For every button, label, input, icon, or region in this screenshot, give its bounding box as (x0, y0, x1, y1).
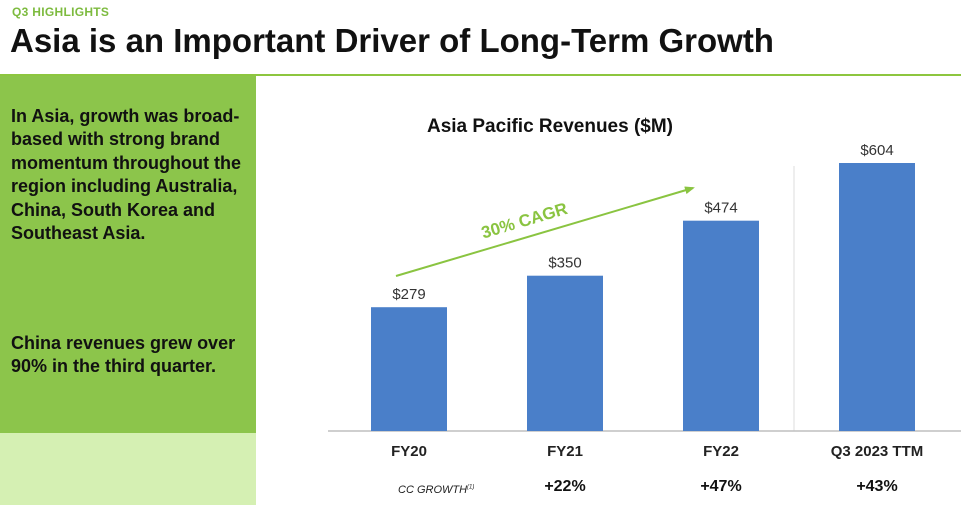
bar-fy21 (527, 275, 603, 431)
bar-value-label: $474 (704, 200, 737, 217)
cc-growth-text: CC GROWTH (398, 484, 468, 496)
page-title: Asia is an Important Driver of Long-Term… (10, 22, 774, 59)
cc-growth-value: +43% (856, 478, 898, 495)
sidebar-paragraph-asia: In Asia, growth was broad-based with str… (11, 106, 241, 244)
bar-value-label: $604 (860, 142, 893, 159)
bar-fy20 (371, 307, 447, 431)
revenue-chart: Asia Pacific Revenues ($M) $279 FY20 $350 F… (328, 116, 961, 460)
cc-growth-value: +47% (700, 478, 742, 495)
cagr-arrow (395, 186, 695, 277)
cc-growth-value: +22% (544, 478, 586, 495)
bar-q3-2023-ttm (839, 163, 915, 431)
title-divider (0, 74, 961, 76)
category-label: Q3 2023 TTM (831, 443, 924, 460)
category-label: FY20 (391, 443, 427, 460)
sidebar-footer-panel (0, 433, 256, 505)
eyebrow-label: Q3 HIGHLIGHTS (12, 5, 110, 19)
bar-fy22 (683, 220, 759, 431)
cc-growth-footnote: (1) (467, 484, 475, 491)
bar-value-label: $279 (392, 286, 425, 303)
category-label: FY21 (547, 443, 583, 460)
bar-value-label: $350 (548, 255, 581, 272)
cc-growth-label: CC GROWTH(1) (398, 484, 474, 496)
cagr-annotation: 30% CAGR (479, 199, 570, 242)
sidebar-paragraph-china: China revenues grew over 90% in the thir… (11, 333, 236, 377)
sidebar-panel (0, 76, 256, 433)
category-label: FY22 (703, 443, 739, 460)
chart-title: Asia Pacific Revenues ($M) (427, 116, 673, 137)
